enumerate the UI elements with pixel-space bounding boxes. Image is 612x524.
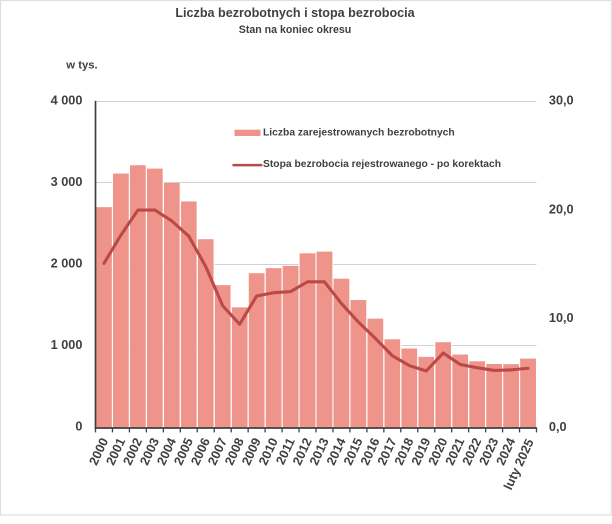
- svg-text:w tys.: w tys.: [65, 59, 97, 71]
- svg-text:4 000: 4 000: [51, 94, 83, 108]
- svg-text:Stopa bezrobocia rejestrowaneg: Stopa bezrobocia rejestrowanego - po kor…: [263, 159, 501, 170]
- svg-text:3 000: 3 000: [51, 175, 83, 189]
- svg-text:Liczba bezrobotnych i stopa be: Liczba bezrobotnych i stopa bezrobocia: [175, 6, 415, 20]
- svg-text:Stan na koniec okresu: Stan na koniec okresu: [239, 24, 351, 36]
- svg-text:1 000: 1 000: [51, 338, 83, 352]
- svg-text:30,0: 30,0: [549, 94, 574, 108]
- svg-text:10,0: 10,0: [549, 311, 574, 325]
- svg-text:0,0: 0,0: [549, 420, 567, 434]
- svg-text:2 000: 2 000: [51, 257, 83, 271]
- svg-text:0: 0: [75, 420, 82, 434]
- svg-text:Liczba zarejestrowanych bezrob: Liczba zarejestrowanych bezrobotnych: [263, 128, 455, 139]
- svg-text:20,0: 20,0: [549, 202, 574, 216]
